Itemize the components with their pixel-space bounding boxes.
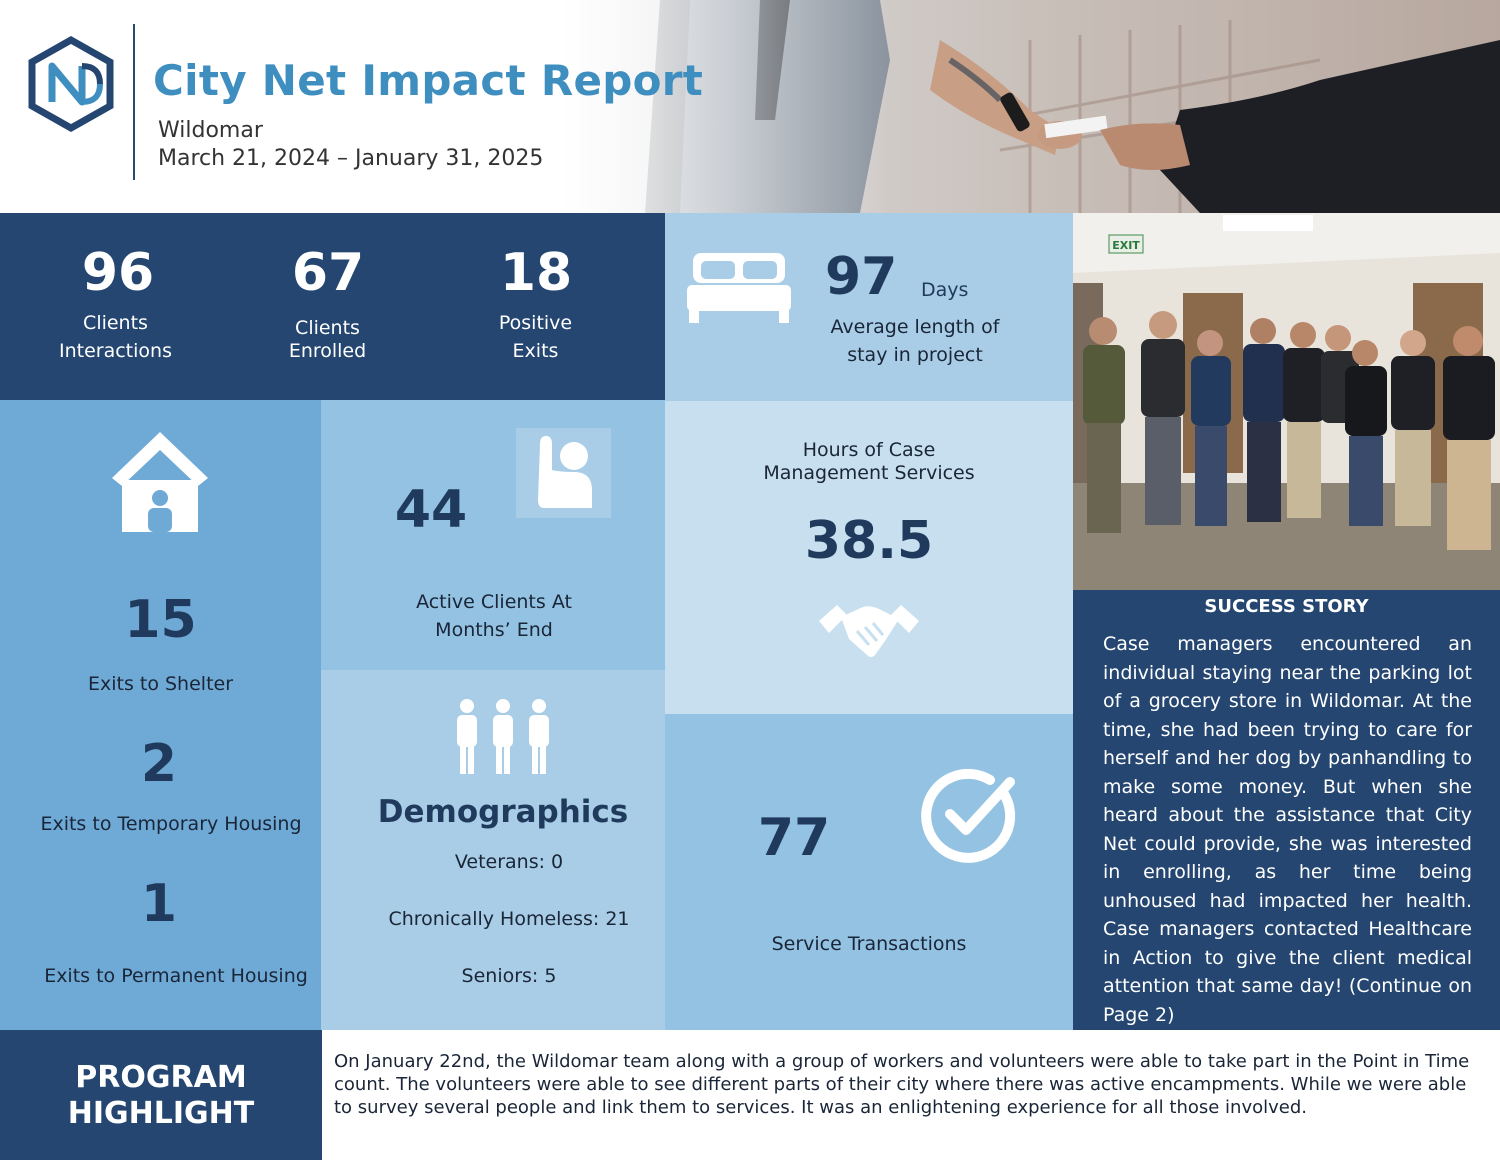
- demographics-panel: Demographics Veterans: 0 Chronically Hom…: [321, 670, 665, 1030]
- exits-shelter-label: Exits to Shelter: [87, 673, 234, 695]
- service-transactions-panel: 77 Service Transactions: [665, 714, 1073, 1030]
- exit-sign-text: EXIT: [1112, 239, 1140, 252]
- hours-label: Hours of Case Management Services: [665, 439, 1073, 485]
- stat-client-interactions-value: 96: [81, 243, 155, 303]
- city-net-logo: [28, 35, 114, 133]
- demographics-title: Demographics: [377, 794, 629, 830]
- handshake-icon: [819, 599, 919, 667]
- stat-label-line: Clients: [295, 317, 360, 339]
- program-highlight-text: On January 22nd, the Wildomar team along…: [334, 1051, 1470, 1118]
- stat-clients-enrolled-value: 67: [291, 243, 365, 303]
- exits-panel: 15 Exits to Shelter 2 Exits to Temporary…: [0, 400, 321, 1030]
- success-story-panel: SUCCESS STORY Case managers encountered …: [1073, 590, 1500, 1030]
- stat-label-line: Enrolled: [288, 340, 367, 362]
- active-clients-label: Active Clients At Months’ End: [376, 588, 612, 644]
- active-label-line: Active Clients At: [416, 591, 572, 613]
- demographics-seniors: Seniors: 5: [461, 965, 557, 987]
- stat-positive-exits-label: Positive Exits: [438, 309, 633, 365]
- service-transactions-value: 77: [757, 808, 831, 868]
- stat-label-line: Interactions: [59, 340, 172, 362]
- service-transactions-label: Service Transactions: [771, 933, 967, 955]
- demographics-chronically-homeless: Chronically Homeless: 21: [388, 908, 630, 930]
- raised-hand-person-icon: [516, 428, 611, 518]
- stay-label-line: Average length of: [830, 316, 1000, 338]
- bed-icon: [687, 247, 791, 325]
- hours-label-line: Hours of Case: [802, 439, 936, 461]
- program-highlight-heading: PROGRAM HIGHLIGHT: [0, 1060, 322, 1132]
- stat-client-interactions-label: Clients Interactions: [18, 309, 213, 365]
- stay-length-panel: 97 Days Average length of stay in projec…: [665, 213, 1073, 401]
- hours-label-line: Management Services: [763, 462, 975, 484]
- exits-temporary-label: Exits to Temporary Housing: [40, 813, 302, 835]
- people-group-icon: [451, 698, 555, 776]
- program-highlight-heading-line: HIGHLIGHT: [67, 1096, 255, 1131]
- report-date-range: March 21, 2024 – January 31, 2025: [158, 146, 544, 171]
- stat-label-line: Clients: [83, 312, 148, 334]
- exits-temporary-value: 2: [140, 734, 178, 794]
- stat-clients-enrolled-label: Clients Enrolled: [230, 317, 425, 363]
- stat-positive-exits-value: 18: [499, 243, 573, 303]
- active-label-line: Months’ End: [435, 619, 553, 641]
- active-clients-value: 44: [394, 480, 468, 540]
- report-header: City Net Impact Report Wildomar March 21…: [0, 0, 1500, 213]
- checkmark-circle-icon: [920, 764, 1020, 864]
- stat-label-line: Exits: [512, 340, 559, 362]
- program-highlight-heading-line: PROGRAM: [75, 1060, 247, 1095]
- stay-days-unit: Days: [921, 279, 969, 301]
- active-clients-panel: 44 Active Clients At Months’ End: [321, 400, 665, 670]
- hero-photo-handoff: [560, 0, 1500, 213]
- exits-permanent-label: Exits to Permanent Housing: [44, 965, 308, 987]
- report-title: City Net Impact Report: [153, 56, 704, 105]
- stat-label-line: Positive: [498, 312, 573, 334]
- exits-permanent-value: 1: [140, 874, 178, 934]
- team-photo: EXIT: [1073, 213, 1500, 590]
- top-stats-panel: 96 Clients Interactions 67 Clients Enrol…: [0, 213, 665, 400]
- success-story-body: Case managers encountered an individual …: [1103, 633, 1472, 1026]
- program-highlight-label-panel: PROGRAM HIGHLIGHT: [0, 1030, 322, 1160]
- program-highlight-text-panel: On January 22nd, the Wildomar team along…: [322, 1030, 1500, 1160]
- stay-label: Average length of stay in project: [805, 313, 1025, 369]
- stay-label-line: stay in project: [847, 344, 983, 366]
- stay-days-value: 97: [825, 247, 898, 307]
- exits-shelter-value: 15: [124, 590, 197, 650]
- report-city: Wildomar: [158, 118, 263, 143]
- logo-divider: [133, 24, 135, 180]
- success-story-title: SUCCESS STORY: [1204, 596, 1369, 617]
- case-management-hours-panel: Hours of Case Management Services 38.5: [665, 401, 1073, 714]
- hours-value: 38.5: [804, 511, 934, 571]
- house-person-icon: [110, 428, 210, 532]
- demographics-veterans: Veterans: 0: [454, 851, 564, 873]
